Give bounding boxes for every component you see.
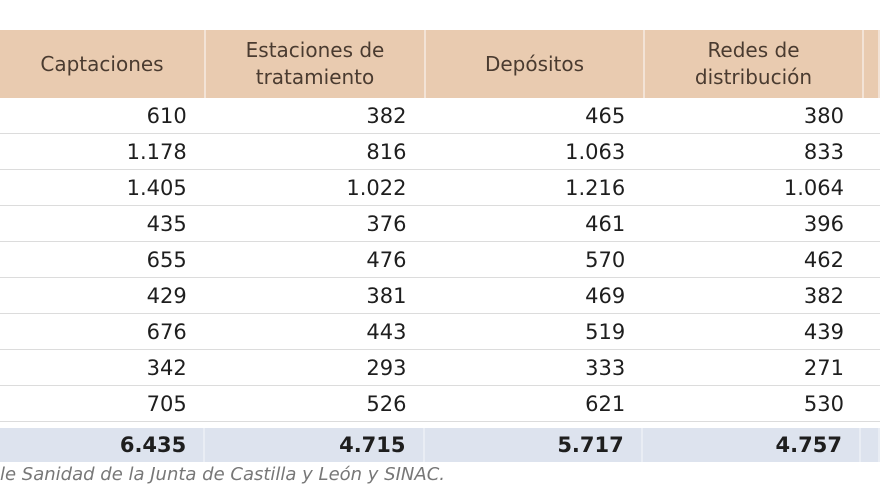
- table-cell: 526: [206, 386, 426, 421]
- table-cell: 439: [644, 314, 864, 349]
- source-note: le Sanidad de la Junta de Castilla y Leó…: [0, 464, 445, 485]
- column-header-partial: [864, 30, 880, 98]
- table-cell: 621: [426, 386, 645, 421]
- total-cell: 4.715: [205, 428, 425, 462]
- table-cell: 376: [206, 206, 426, 241]
- header-line: Estaciones de: [245, 38, 385, 62]
- table-cell: 462: [644, 242, 864, 277]
- table-cell: 530: [644, 386, 864, 421]
- table-cell: 610: [0, 98, 206, 133]
- table-cell: 676: [0, 314, 206, 349]
- table-cell: 465: [426, 98, 645, 133]
- table-row: 342 293 333 271: [0, 350, 880, 386]
- table-cell-partial: [863, 206, 880, 241]
- table-row: 429 381 469 382: [0, 278, 880, 314]
- table-cell-partial: [863, 170, 880, 205]
- table-cell: 469: [426, 278, 645, 313]
- total-cell: 5.717: [425, 428, 643, 462]
- table-cell: 1.022: [206, 170, 426, 205]
- table-cell-partial: [863, 386, 880, 421]
- table-cell: 380: [644, 98, 864, 133]
- table-cell: 461: [426, 206, 645, 241]
- table-cell: 519: [426, 314, 645, 349]
- table-cell-partial: [863, 278, 880, 313]
- table-cell: 655: [0, 242, 206, 277]
- header-line: distribución: [694, 65, 813, 89]
- table-cell: 382: [206, 98, 426, 133]
- total-cell-partial: [861, 428, 880, 462]
- table-row: 1.405 1.022 1.216 1.064: [0, 170, 880, 206]
- table-cell: 705: [0, 386, 206, 421]
- table-cell: 1.178: [0, 134, 206, 169]
- table-cell: 429: [0, 278, 206, 313]
- table-row: 676 443 519 439: [0, 314, 880, 350]
- table-cell: 381: [206, 278, 426, 313]
- table-cell: 435: [0, 206, 206, 241]
- table-cell: 443: [206, 314, 426, 349]
- header-line: Captaciones: [40, 51, 164, 76]
- table-cell: 293: [206, 350, 426, 385]
- table-row: 435 376 461 396: [0, 206, 880, 242]
- table-cell: 382: [644, 278, 864, 313]
- total-cell: 6.435: [0, 428, 206, 462]
- column-header: Depósitos: [426, 30, 645, 98]
- total-cell: 4.757: [643, 428, 861, 462]
- table-cell: 1.216: [426, 170, 645, 205]
- table-cell-partial: [863, 134, 880, 169]
- table-cell: 396: [644, 206, 864, 241]
- table-cell: 1.064: [644, 170, 864, 205]
- table-row: 610 382 465 380: [0, 98, 880, 134]
- table-cell: 342: [0, 350, 206, 385]
- column-header: Redes de distribución: [645, 30, 864, 98]
- table-cell: 816: [206, 134, 426, 169]
- table-cell-partial: [863, 98, 880, 133]
- header-row: Captaciones Estaciones de tratamiento Depós…: [0, 30, 880, 98]
- table-row: 705 526 621 530: [0, 386, 880, 422]
- table-cell-partial: [863, 350, 880, 385]
- column-header: Captaciones: [0, 30, 206, 98]
- table-row: 1.178 816 1.063 833: [0, 134, 880, 170]
- table-cell-partial: [863, 242, 880, 277]
- table-cell: 333: [426, 350, 645, 385]
- table-cell: 1.405: [0, 170, 206, 205]
- header-line: Redes de: [707, 38, 800, 62]
- table-cell-partial: [863, 314, 880, 349]
- header-line: tratamiento: [255, 65, 375, 89]
- data-table: Captaciones Estaciones de tratamiento Depós…: [0, 30, 880, 462]
- column-header: Estaciones de tratamiento: [206, 30, 426, 98]
- table-cell: 833: [644, 134, 864, 169]
- table-cell: 476: [206, 242, 426, 277]
- table-row: 655 476 570 462: [0, 242, 880, 278]
- total-row: 6.435 4.715 5.717 4.757: [0, 428, 880, 462]
- table-cell: 570: [426, 242, 645, 277]
- table-cell: 1.063: [426, 134, 645, 169]
- header-line: Depósitos: [484, 51, 585, 76]
- table-cell: 271: [644, 350, 864, 385]
